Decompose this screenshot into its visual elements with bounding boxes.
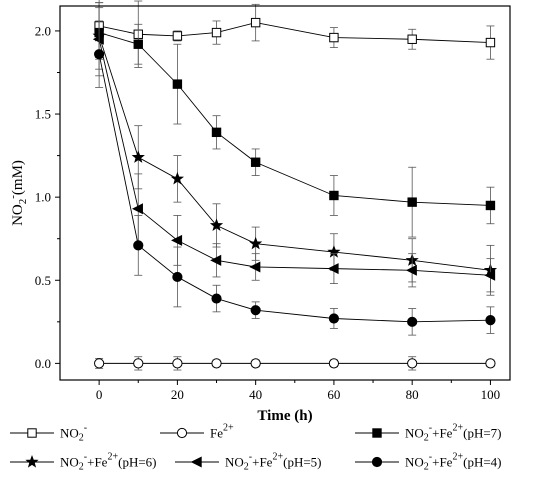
- x-tick-label: 60: [327, 387, 340, 402]
- data-point: [328, 358, 340, 369]
- data-point: [211, 358, 222, 369]
- legend: NO2- Fe2+ NO2-+Fe2+(pH=7) NO2-+Fe2+(pH=6) NO…: [10, 423, 502, 473]
- legend-label: NO2-+Fe2+(pH=6): [60, 452, 157, 473]
- data-point: [172, 79, 183, 89]
- data-point: [485, 358, 496, 369]
- series-3: [92, 2, 498, 296]
- series-1: [94, 356, 496, 371]
- data-point: [485, 315, 496, 326]
- legend-marker: [176, 427, 188, 439]
- series-line: [98, 54, 491, 323]
- y-tick-label: 2.0: [35, 23, 51, 38]
- series-2: [94, 7, 496, 238]
- y-axis-title-group: NO2-(mM): [7, 160, 29, 226]
- data-point: [250, 17, 261, 28]
- data-point: [484, 269, 496, 281]
- y-tick-label: 1.0: [35, 190, 51, 205]
- data-point: [172, 358, 183, 369]
- data-point: [329, 190, 339, 201]
- series-line: [98, 39, 491, 276]
- legend-label: Fe2+: [210, 423, 234, 441]
- data-point: [407, 34, 417, 44]
- data-point: [249, 261, 261, 273]
- legend-marker: [372, 428, 382, 438]
- legend-entry: NO2-+Fe2+(pH=6): [10, 452, 157, 473]
- legend-marker: [25, 455, 39, 468]
- data-point: [92, 33, 104, 45]
- y-tick-label: 0.5: [35, 273, 51, 288]
- legend-entry: NO2-+Fe2+(pH=5): [175, 452, 322, 473]
- data-point: [328, 313, 340, 324]
- data-point: [327, 263, 339, 275]
- legend-label: NO2-: [60, 423, 87, 444]
- data-point: [485, 200, 496, 211]
- series-line: [98, 35, 491, 271]
- y-axis-title: NO2-(mM): [7, 160, 29, 226]
- data-point: [407, 197, 417, 207]
- legend-entry: NO2-+Fe2+(pH=7): [355, 423, 502, 444]
- series-0: [94, 0, 496, 68]
- legend-marker: [190, 456, 202, 468]
- data-point: [94, 358, 105, 369]
- legend-marker: [27, 428, 37, 438]
- legend-marker: [371, 456, 383, 468]
- data-point: [405, 264, 417, 276]
- data-point: [172, 31, 183, 41]
- x-tick-label: 100: [481, 387, 501, 402]
- data-point: [209, 218, 224, 232]
- data-point: [133, 39, 143, 49]
- x-axis-title: Time (h): [257, 408, 312, 424]
- x-tick-label: 80: [406, 387, 419, 402]
- legend-entry: NO2-: [10, 423, 87, 444]
- data-point: [131, 203, 143, 215]
- data-point: [94, 49, 105, 60]
- data-point: [171, 234, 183, 246]
- x-tick-label: 40: [249, 387, 262, 402]
- data-point: [250, 305, 261, 316]
- series-4: [92, 2, 496, 293]
- plot-frame: [59, 5, 511, 381]
- legend-label: NO2-+Fe2+(pH=4): [405, 452, 502, 473]
- data-point: [485, 37, 496, 48]
- data-point: [329, 32, 339, 43]
- series-line: [99, 22, 491, 44]
- series-line: [99, 32, 491, 206]
- data-point: [133, 358, 144, 369]
- data-point: [170, 171, 184, 185]
- series-5: [94, 20, 496, 336]
- data-point: [211, 27, 222, 38]
- data-point: [250, 358, 261, 369]
- data-point: [249, 236, 263, 250]
- data-point: [172, 271, 183, 283]
- data-point: [407, 316, 418, 327]
- legend-label: NO2-+Fe2+(pH=7): [405, 423, 502, 444]
- data-point: [211, 293, 222, 304]
- y-tick-label: 1.5: [35, 107, 51, 122]
- data-point: [407, 358, 418, 369]
- data-point: [211, 127, 222, 138]
- x-tick-label: 20: [171, 387, 184, 402]
- axes: 0 20 40 60 80 100 0.0 0.5 1.0 1.5 2.0 Time (h) NO2-(…: [7, 5, 511, 424]
- data-point: [133, 240, 144, 251]
- x-tick-label: 0: [96, 387, 103, 402]
- y-tick-label: 0.0: [35, 356, 51, 371]
- legend-entry: Fe2+: [160, 423, 234, 441]
- data-point: [210, 254, 222, 266]
- legend-label: NO2-+Fe2+(pH=5): [225, 452, 322, 473]
- legend-entry: NO2-+Fe2+(pH=4): [355, 452, 502, 473]
- data-point: [250, 157, 261, 167]
- data-point: [131, 150, 145, 163]
- plot-area: [92, 0, 498, 371]
